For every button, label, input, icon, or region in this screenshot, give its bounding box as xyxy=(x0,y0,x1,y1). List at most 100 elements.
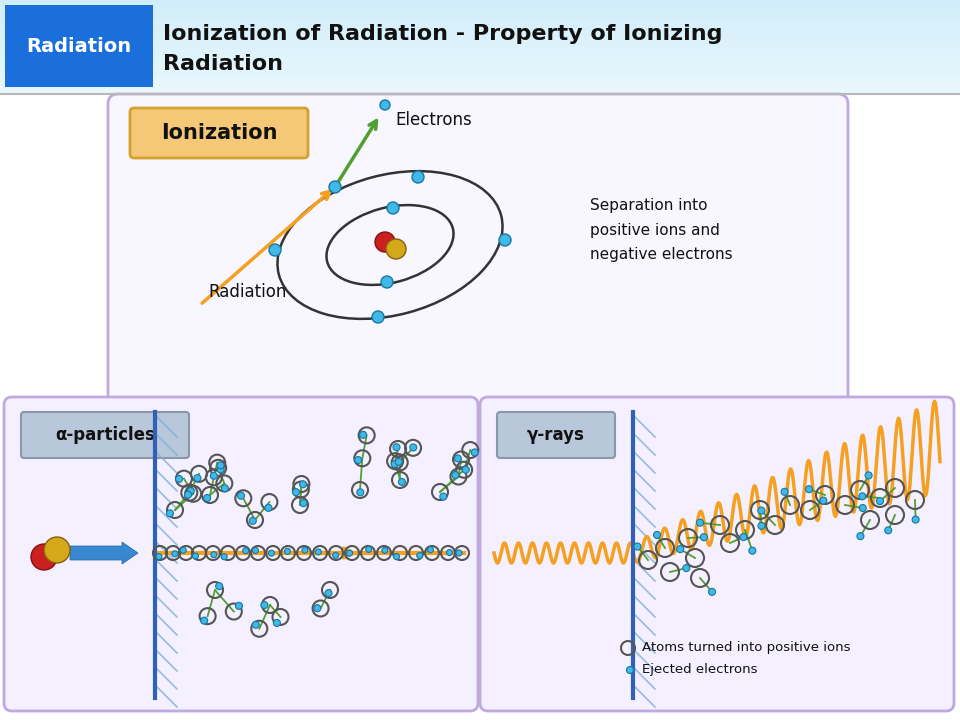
Bar xyxy=(0,79,960,80)
Bar xyxy=(0,1,960,2)
Circle shape xyxy=(357,489,364,496)
Bar xyxy=(0,43,960,44)
Bar xyxy=(0,68,960,69)
Circle shape xyxy=(398,479,405,485)
Bar xyxy=(0,19,960,20)
Circle shape xyxy=(708,588,715,595)
Text: Radiation: Radiation xyxy=(208,283,286,301)
FancyArrow shape xyxy=(70,542,138,564)
Circle shape xyxy=(184,491,191,498)
Bar xyxy=(0,17,960,18)
Bar xyxy=(0,8,960,9)
FancyBboxPatch shape xyxy=(4,397,478,711)
Circle shape xyxy=(634,543,641,550)
Circle shape xyxy=(201,617,207,624)
FancyBboxPatch shape xyxy=(497,412,615,458)
Bar xyxy=(0,52,960,53)
Bar xyxy=(0,37,960,38)
Bar xyxy=(0,9,960,10)
Bar xyxy=(0,27,960,28)
Circle shape xyxy=(210,472,217,480)
Circle shape xyxy=(627,667,634,673)
Circle shape xyxy=(314,605,321,612)
Circle shape xyxy=(360,431,367,438)
Circle shape xyxy=(471,449,478,456)
Circle shape xyxy=(654,531,660,539)
Text: Atoms turned into positive ions: Atoms turned into positive ions xyxy=(642,642,851,654)
Circle shape xyxy=(427,546,433,553)
Circle shape xyxy=(237,492,245,499)
Bar xyxy=(0,72,960,73)
Bar xyxy=(0,80,960,81)
Circle shape xyxy=(412,171,424,183)
Bar xyxy=(0,69,960,70)
Circle shape xyxy=(859,505,866,511)
Circle shape xyxy=(885,527,892,534)
Circle shape xyxy=(217,462,224,469)
Circle shape xyxy=(194,474,201,482)
Bar xyxy=(0,51,960,52)
Text: Ionization of Radiation - Property of Ionizing: Ionization of Radiation - Property of Io… xyxy=(163,24,723,44)
Bar xyxy=(0,4,960,5)
Circle shape xyxy=(805,486,812,492)
Circle shape xyxy=(217,466,224,473)
Circle shape xyxy=(781,488,788,495)
Bar xyxy=(0,89,960,90)
Circle shape xyxy=(250,518,256,524)
Circle shape xyxy=(452,472,459,479)
Bar xyxy=(0,0,960,1)
Bar xyxy=(0,70,960,71)
Circle shape xyxy=(372,311,384,323)
Bar xyxy=(0,47,960,48)
Bar xyxy=(0,29,960,30)
Bar xyxy=(0,3,960,4)
Bar xyxy=(0,41,960,42)
Bar xyxy=(0,53,960,54)
Bar xyxy=(0,34,960,35)
Circle shape xyxy=(166,510,174,517)
Bar xyxy=(0,75,960,76)
Circle shape xyxy=(44,537,70,563)
Bar xyxy=(0,60,960,61)
Bar xyxy=(0,32,960,33)
Bar xyxy=(0,25,960,26)
Text: Separation into
positive ions and
negative electrons: Separation into positive ions and negati… xyxy=(590,198,732,262)
Circle shape xyxy=(683,564,690,572)
Bar xyxy=(0,78,960,79)
Bar xyxy=(0,54,960,55)
Bar xyxy=(0,87,960,88)
Bar xyxy=(0,15,960,16)
Circle shape xyxy=(859,492,866,500)
Bar xyxy=(0,55,960,56)
Bar xyxy=(0,40,960,41)
Bar xyxy=(0,46,960,47)
Circle shape xyxy=(222,485,228,492)
Circle shape xyxy=(393,444,400,451)
Circle shape xyxy=(31,544,57,570)
Circle shape xyxy=(172,551,178,557)
Circle shape xyxy=(235,603,243,609)
Circle shape xyxy=(749,547,756,554)
Bar xyxy=(0,26,960,27)
Bar xyxy=(0,85,960,86)
Bar xyxy=(0,63,960,64)
Bar xyxy=(0,56,960,57)
Bar xyxy=(0,77,960,78)
Circle shape xyxy=(865,472,872,479)
Bar xyxy=(0,58,960,59)
FancyBboxPatch shape xyxy=(108,94,848,404)
Circle shape xyxy=(156,554,162,559)
Bar xyxy=(0,73,960,74)
Circle shape xyxy=(396,459,402,465)
Bar xyxy=(0,88,960,89)
Circle shape xyxy=(499,234,511,246)
Bar xyxy=(0,11,960,12)
Circle shape xyxy=(857,533,864,539)
FancyBboxPatch shape xyxy=(5,5,153,87)
Circle shape xyxy=(204,495,210,502)
Bar xyxy=(0,61,960,62)
Bar xyxy=(0,22,960,23)
Bar xyxy=(0,62,960,63)
Text: Ejected electrons: Ejected electrons xyxy=(642,664,757,677)
Bar xyxy=(0,10,960,11)
